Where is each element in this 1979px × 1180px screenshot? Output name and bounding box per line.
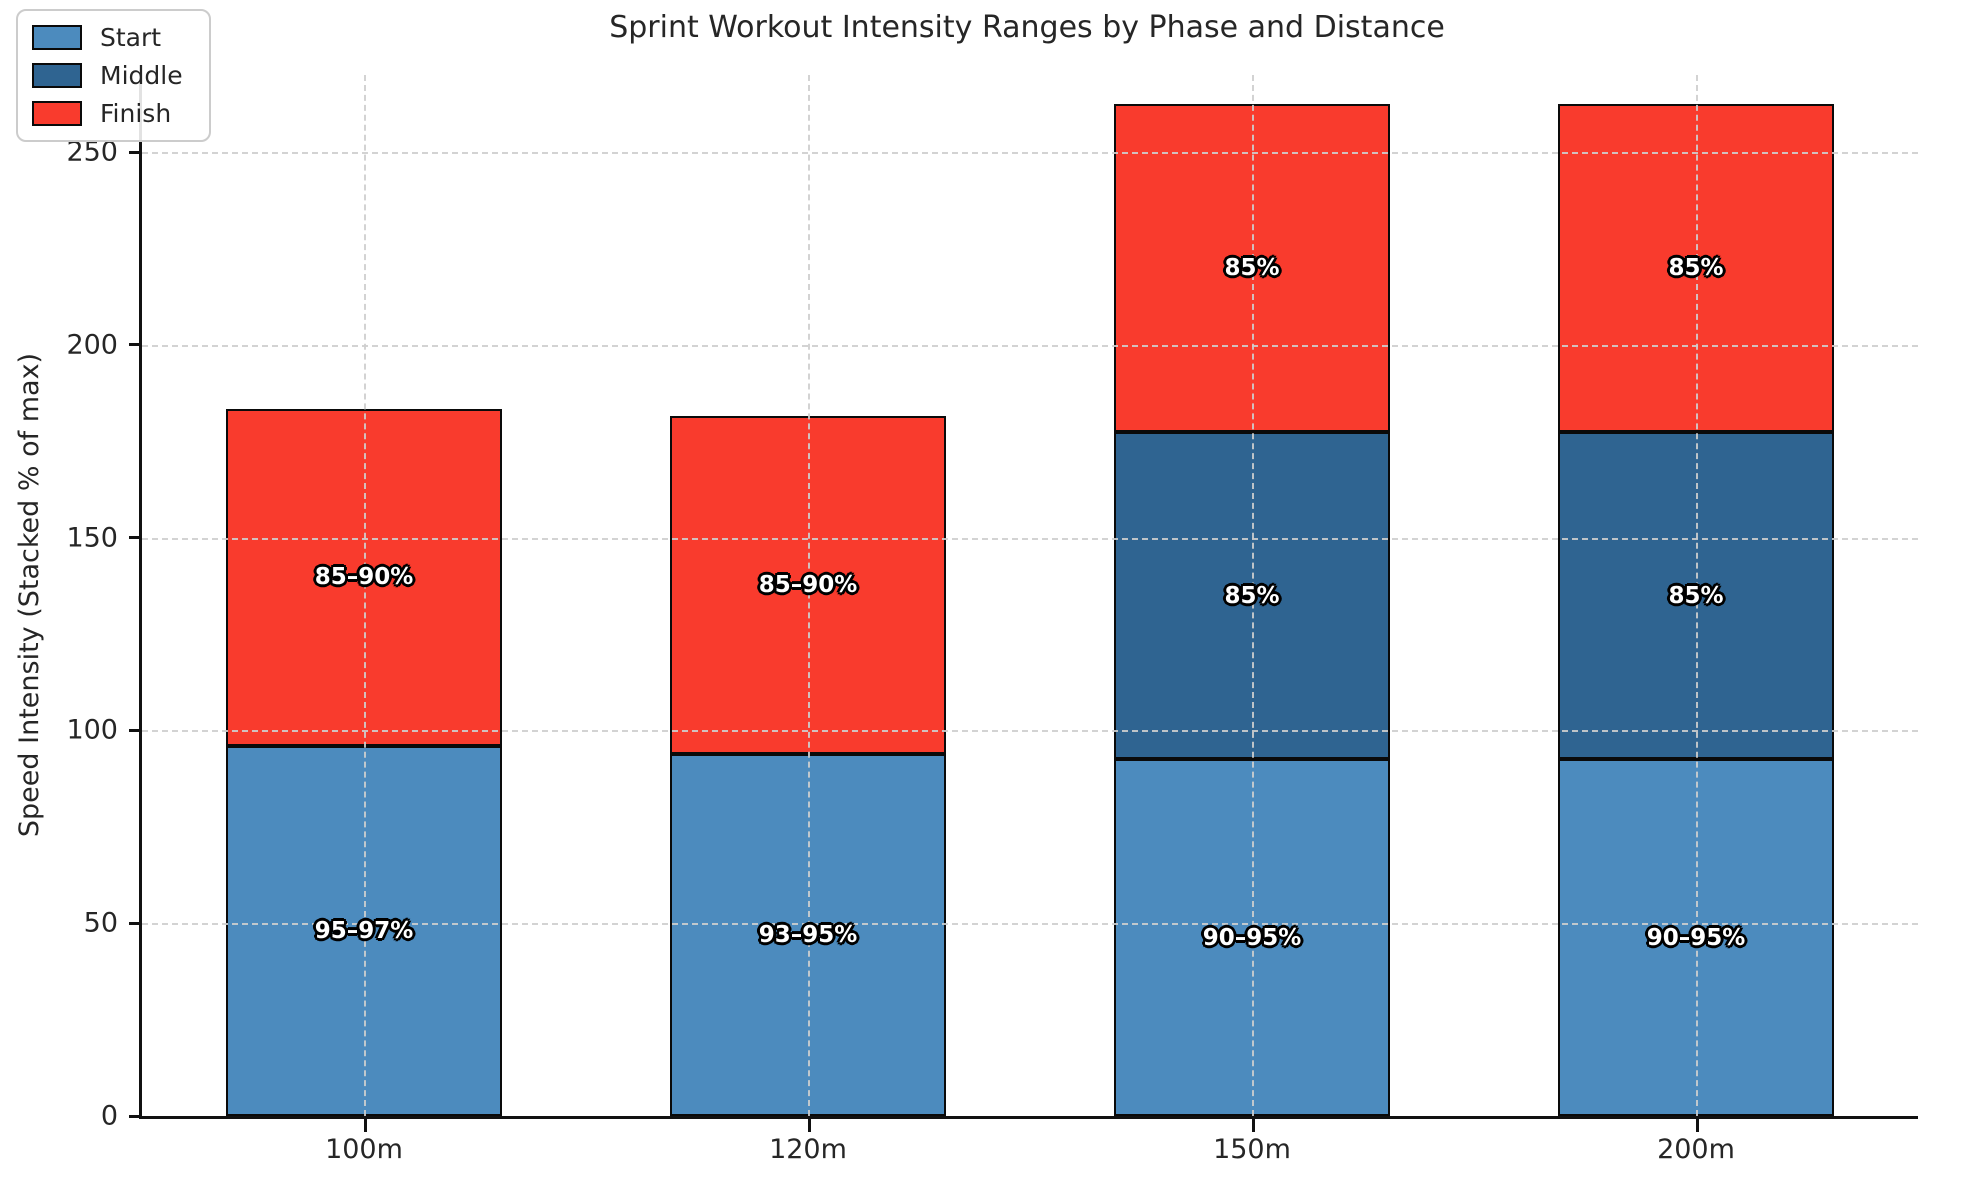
segment-value-label: 93–95% xyxy=(758,921,858,948)
segment-value-label: 85% xyxy=(1224,254,1280,281)
plot-area: 95–97% 85–90% 93–95% 85–90% 90–95% 85% 85% 90–9… xyxy=(66,75,1918,1165)
legend-swatch-start xyxy=(32,25,82,50)
legend-item-finish: Finish xyxy=(32,99,183,128)
y-tick-mark xyxy=(129,343,139,347)
x-tick-label-100m: 100m xyxy=(325,1134,403,1165)
x-tick-label-200m: 200m xyxy=(1657,1134,1735,1165)
segment-value-label: 90–95% xyxy=(1202,924,1302,951)
x-tick-mark xyxy=(808,1119,811,1132)
bar-segment-finish-120m xyxy=(670,416,946,754)
x-tick-mark xyxy=(364,1119,367,1132)
x-tick-label-150m: 150m xyxy=(1213,1134,1291,1165)
legend-item-middle: Middle xyxy=(32,61,183,90)
bar-segment-finish-150m xyxy=(1114,103,1390,432)
y-tick-mark xyxy=(129,150,139,154)
segment-value-label: 85% xyxy=(1668,582,1724,609)
x-tick-label-120m: 120m xyxy=(769,1134,847,1165)
y-tick-label: 50 xyxy=(83,907,118,939)
y-tick-label: 0 xyxy=(100,1100,118,1132)
legend-item-start: Start xyxy=(32,23,183,52)
y-tick-label: 150 xyxy=(66,522,118,554)
bar-segment-middle-150m xyxy=(1114,431,1390,760)
y-tick-mark xyxy=(129,728,139,732)
legend-label: Middle xyxy=(100,61,183,90)
y-tick-mark xyxy=(129,536,139,540)
x-tick-mark xyxy=(1252,1119,1255,1132)
segment-value-label: 85–90% xyxy=(314,564,414,591)
segment-value-label: 95–97% xyxy=(314,917,414,944)
segment-value-label: 85% xyxy=(1224,582,1280,609)
legend: Start Middle Finish xyxy=(16,9,211,142)
chart-title: Sprint Workout Intensity Ranges by Phase… xyxy=(609,10,1445,45)
segment-value-label: 90–95% xyxy=(1646,924,1746,951)
legend-swatch-finish xyxy=(32,101,82,126)
legend-label: Finish xyxy=(100,99,172,128)
legend-swatch-middle xyxy=(32,63,82,88)
y-tick-label: 100 xyxy=(66,714,118,746)
segment-value-label: 85% xyxy=(1668,254,1724,281)
y-tick-mark xyxy=(129,921,139,925)
segment-value-label: 85–90% xyxy=(758,571,858,598)
y-axis-label: Speed Intensity (Stacked % of max) xyxy=(14,352,45,838)
bar-segment-start-150m xyxy=(1114,759,1390,1116)
bar-segment-start-200m xyxy=(1558,759,1834,1116)
bar-segment-start-100m xyxy=(226,745,502,1116)
bar-segment-finish-100m xyxy=(226,408,502,746)
bar-segment-finish-200m xyxy=(1558,103,1834,432)
y-tick-label: 200 xyxy=(66,329,118,361)
bar-segment-middle-200m xyxy=(1558,431,1834,760)
y-tick-mark xyxy=(129,1114,139,1118)
legend-label: Start xyxy=(100,23,162,52)
bar-segment-start-120m xyxy=(670,753,946,1116)
x-tick-mark xyxy=(1696,1119,1699,1132)
